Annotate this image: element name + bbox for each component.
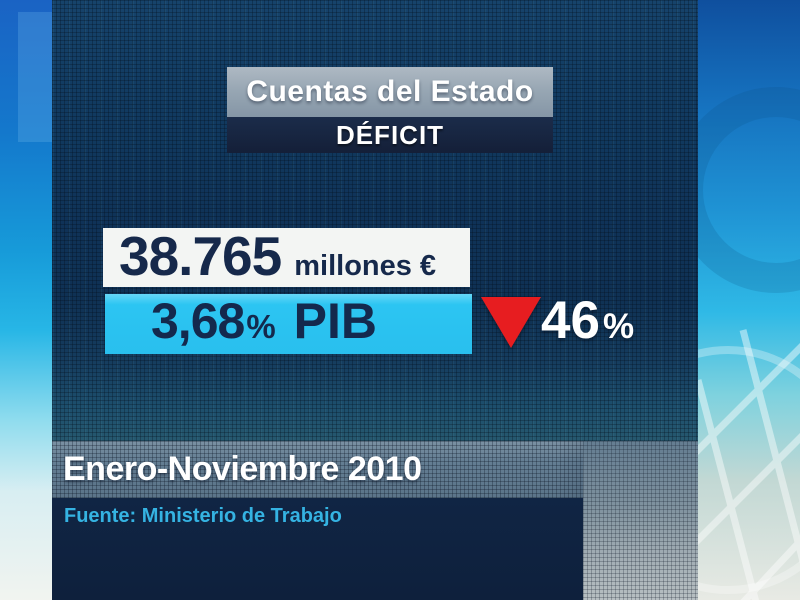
header-subtitle: DÉFICIT — [335, 119, 445, 150]
background-right-strip — [698, 0, 800, 600]
down-triangle-icon — [481, 297, 541, 348]
gdp-value: 3,68 — [151, 293, 245, 349]
source-band: Fuente: Ministerio de Trabajo — [52, 498, 583, 600]
background-left-strip — [0, 0, 52, 600]
change-percent-sign: % — [602, 307, 635, 346]
gdp-percent-sign: % — [246, 308, 276, 345]
header-title: Cuentas del Estado — [246, 75, 534, 108]
deficit-gdp-box: 3,68 % PIB — [105, 294, 472, 354]
background-decor — [698, 87, 800, 600]
deficit-amount: 38.765 — [119, 225, 282, 287]
period-label: Enero-Noviembre 2010 — [63, 450, 422, 488]
source-label: Fuente: Ministerio de Trabajo — [64, 505, 342, 527]
deficit-amount-unit: millones € — [294, 250, 437, 282]
background-light-patch — [18, 12, 52, 142]
bottom-right-texture-block — [583, 441, 698, 600]
gdp-label: PIB — [293, 293, 378, 349]
header-title-bar: Cuentas del Estado — [227, 67, 553, 117]
change-value: 46 — [541, 291, 600, 350]
change-indicator: 46 % — [541, 294, 634, 350]
header-subtitle-bar: DÉFICIT — [227, 117, 553, 153]
deficit-amount-box: 38.765 millones € — [103, 228, 470, 287]
